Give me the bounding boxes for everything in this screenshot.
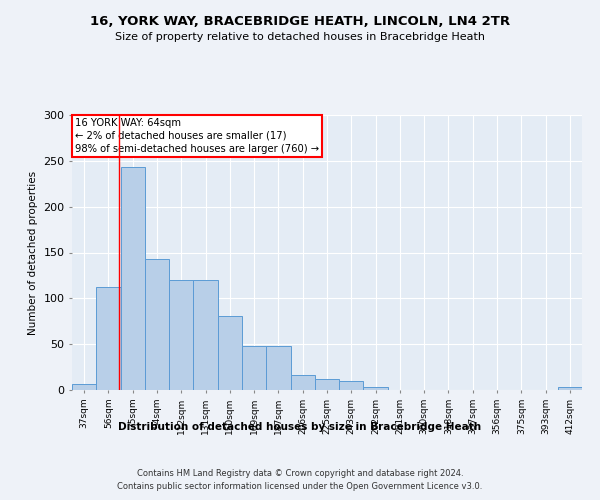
Bar [193, 280, 218, 390]
Bar [96, 288, 121, 390]
Bar [242, 346, 266, 390]
Text: 16 YORK WAY: 64sqm
← 2% of detached houses are smaller (17)
98% of semi-detached: 16 YORK WAY: 64sqm ← 2% of detached hous… [74, 118, 319, 154]
Bar [266, 346, 290, 390]
Bar [218, 316, 242, 390]
Text: 16, YORK WAY, BRACEBRIDGE HEATH, LINCOLN, LN4 2TR: 16, YORK WAY, BRACEBRIDGE HEATH, LINCOLN… [90, 15, 510, 28]
Text: Contains public sector information licensed under the Open Government Licence v3: Contains public sector information licen… [118, 482, 482, 491]
Bar [315, 379, 339, 390]
Text: Contains HM Land Registry data © Crown copyright and database right 2024.: Contains HM Land Registry data © Crown c… [137, 468, 463, 477]
Bar [121, 167, 145, 390]
Bar [72, 384, 96, 390]
Text: Size of property relative to detached houses in Bracebridge Heath: Size of property relative to detached ho… [115, 32, 485, 42]
Y-axis label: Number of detached properties: Number of detached properties [28, 170, 38, 334]
Bar [364, 387, 388, 390]
Bar [558, 387, 582, 390]
Bar [169, 280, 193, 390]
Bar [290, 376, 315, 390]
Bar [339, 381, 364, 390]
Bar [145, 259, 169, 390]
Text: Distribution of detached houses by size in Bracebridge Heath: Distribution of detached houses by size … [118, 422, 482, 432]
